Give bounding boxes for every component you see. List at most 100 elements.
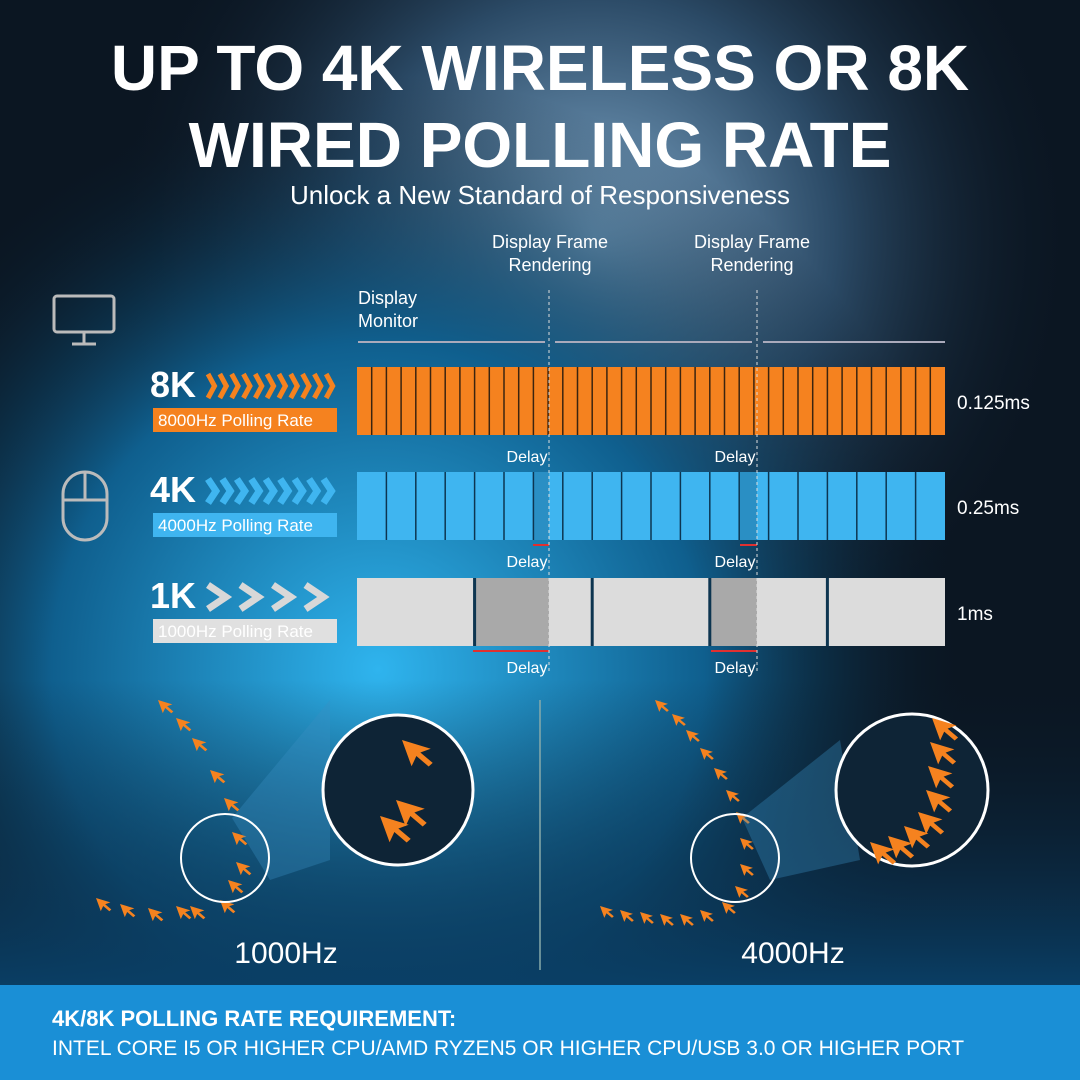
cursor [932, 718, 959, 741]
cursor [220, 900, 236, 914]
footer-text: INTEL CORE I5 OR HIGHER CPU/AMD RYZEN5 O… [52, 1037, 964, 1060]
badge: 1K [150, 575, 196, 616]
delay-shade [473, 578, 549, 646]
chevron [262, 477, 278, 505]
chevron [288, 372, 301, 400]
chevron [303, 582, 330, 612]
cursor [120, 904, 136, 918]
polling-row: 8K 8000Hz Polling Rate 0.125ms Delay Delay [150, 364, 1030, 466]
cursor [740, 838, 754, 850]
cursor [640, 912, 654, 924]
cursor [722, 902, 736, 914]
chevron [277, 477, 293, 505]
rate-label-box [153, 513, 337, 537]
cursor [672, 714, 686, 726]
frame-label: Rendering [508, 255, 591, 275]
cursor [928, 766, 955, 789]
cursor [714, 768, 728, 780]
chevron [300, 372, 312, 400]
chevron [291, 477, 307, 505]
magnifier-beam [232, 700, 330, 880]
chevron [271, 582, 298, 612]
cursor [232, 832, 248, 846]
chevron [241, 372, 253, 400]
chevron [312, 372, 324, 400]
cursor [236, 862, 252, 876]
magnifier-beam [742, 740, 860, 880]
magnifier-small [690, 813, 780, 903]
chevron [233, 477, 250, 505]
chevron [276, 372, 289, 400]
magnifier-small [180, 813, 270, 903]
magnifier-large [834, 712, 990, 868]
badge: 4K [150, 469, 196, 510]
rate-label-box [153, 408, 337, 432]
delay-label: Delay [507, 449, 548, 466]
cursor [176, 718, 192, 732]
cursor [926, 790, 953, 813]
mouse-icon [61, 470, 109, 542]
chevron [238, 582, 265, 612]
chevron [205, 372, 218, 400]
chevron [253, 372, 265, 400]
polling-bar [357, 578, 945, 646]
cursor [888, 836, 915, 859]
cursor [918, 812, 945, 835]
delay-label: Delay [715, 660, 756, 677]
cursor [96, 898, 112, 912]
cursor [930, 742, 957, 765]
cursor [870, 842, 897, 865]
cursor [192, 738, 208, 752]
rate-label-box [153, 619, 337, 643]
footer-band [0, 985, 1080, 1080]
cursor [740, 864, 754, 876]
comparison-label: 4000Hz [741, 937, 844, 970]
cursor [680, 914, 694, 926]
chevron [306, 477, 322, 505]
delay-label: Delay [507, 660, 548, 677]
delay-shade [740, 472, 757, 540]
cursor [600, 906, 614, 918]
chevron [229, 372, 241, 400]
display-label: Display [358, 288, 417, 308]
cursor [158, 700, 174, 714]
title: WIRED POLLING RATE [189, 109, 892, 181]
chevron [219, 477, 235, 505]
chevron [320, 477, 336, 505]
chevron [264, 372, 277, 400]
cursor [228, 880, 244, 894]
polling-row: 1K 1000Hz Polling Rate 1ms Delay Delay [150, 575, 993, 677]
chevron [248, 477, 264, 505]
cursor [402, 740, 433, 767]
interval: 0.25ms [957, 498, 1019, 519]
monitor-icon [52, 294, 116, 346]
chevron [217, 372, 230, 400]
delay-label: Delay [715, 449, 756, 466]
cursor [176, 906, 192, 920]
cursor [380, 816, 411, 843]
frame-label: Rendering [710, 255, 793, 275]
cursor [700, 910, 714, 922]
chevron [323, 372, 336, 400]
polling-row: 4K 4000Hz Polling Rate 0.25ms Delay Delay [150, 469, 1019, 571]
rate-label: 4000Hz Polling Rate [158, 516, 313, 535]
cursor [655, 700, 669, 712]
rate-label: 1000Hz Polling Rate [158, 622, 313, 641]
chevron [206, 582, 233, 612]
delay-label: Delay [715, 554, 756, 571]
cursor [396, 800, 427, 827]
cursor [660, 914, 674, 926]
interval: 1ms [957, 604, 993, 625]
badge: 8K [150, 364, 196, 405]
cursor [700, 748, 714, 760]
cursor [686, 730, 700, 742]
frame-label: Display Frame [492, 232, 608, 252]
frame-label: Display Frame [694, 232, 810, 252]
footer-heading: 4K/8K POLLING RATE REQUIREMENT: [52, 1006, 456, 1031]
magnifier-large [321, 713, 475, 867]
comparison-label: 1000Hz [234, 937, 337, 970]
delay-label: Delay [507, 554, 548, 571]
cursor [148, 908, 164, 922]
cursor [224, 798, 240, 812]
